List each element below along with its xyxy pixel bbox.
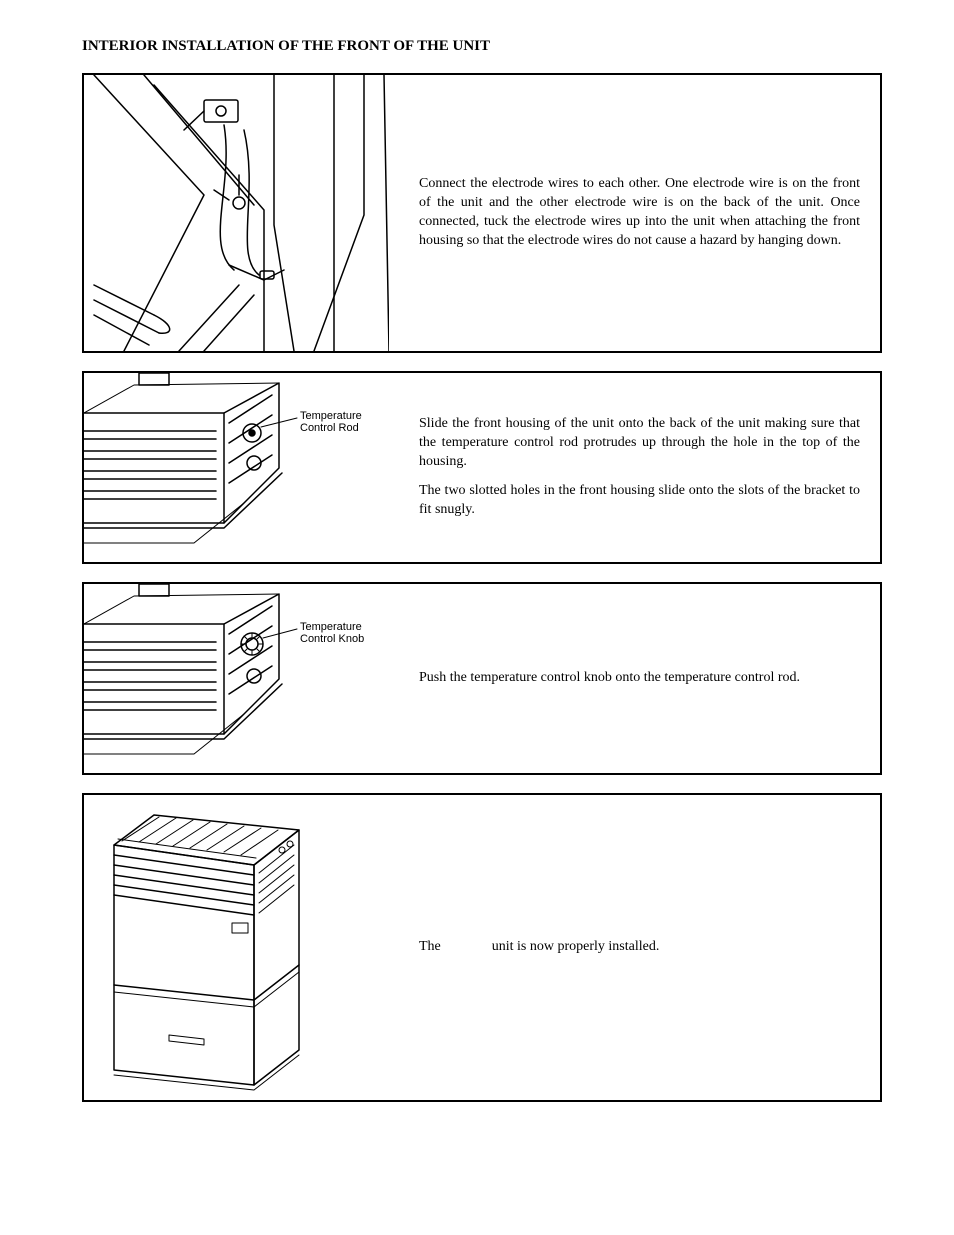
panel4-word-the: The: [419, 939, 441, 954]
panel3-text: Push the temperature control knob onto t…: [389, 659, 880, 698]
page: INTERIOR INSTALLATION OF THE FRONT OF TH…: [0, 0, 954, 1235]
panel4-paragraph: The unit is now properly installed.: [419, 938, 860, 957]
control-knob-illustration: Temperature Control Knob: [84, 584, 389, 773]
panel3-paragraph: Push the temperature control knob onto t…: [419, 669, 860, 688]
panel4-text: The unit is now properly installed.: [389, 928, 880, 967]
label-temp-rod-line2: Control Rod: [300, 422, 359, 434]
panel1-text: Connect the electrode wires to each othe…: [389, 165, 880, 261]
figure-installed-unit: [84, 795, 389, 1100]
label-temp-rod-line1: Temperature: [300, 410, 362, 422]
installed-unit-illustration: [84, 795, 389, 1100]
panel4-rest: unit is now properly installed.: [492, 939, 660, 954]
page-heading: INTERIOR INSTALLATION OF THE FRONT OF TH…: [82, 38, 882, 55]
panel2-paragraph2: The two slotted holes in the front housi…: [419, 482, 860, 520]
electrode-wires-illustration: [84, 75, 389, 351]
panel1-paragraph: Connect the electrode wires to each othe…: [419, 175, 860, 251]
panel-installed: The unit is now properly installed.: [82, 793, 882, 1102]
panel-electrode-wires: Connect the electrode wires to each othe…: [82, 73, 882, 353]
control-rod-illustration: Temperature Control Rod: [84, 373, 389, 562]
panel-control-knob: Temperature Control Knob Push the temper…: [82, 582, 882, 775]
panel2-paragraph1: Slide the front housing of the unit onto…: [419, 415, 860, 472]
panel-control-rod: Temperature Control Rod Slide the front …: [82, 371, 882, 564]
figure-control-knob: Temperature Control Knob: [84, 584, 389, 773]
panel2-text: Slide the front housing of the unit onto…: [389, 405, 880, 529]
figure-electrode-wires: [84, 75, 389, 351]
figure-control-rod: Temperature Control Rod: [84, 373, 389, 562]
label-temp-knob-line2: Control Knob: [300, 633, 364, 645]
label-temp-knob-line1: Temperature: [300, 621, 362, 633]
